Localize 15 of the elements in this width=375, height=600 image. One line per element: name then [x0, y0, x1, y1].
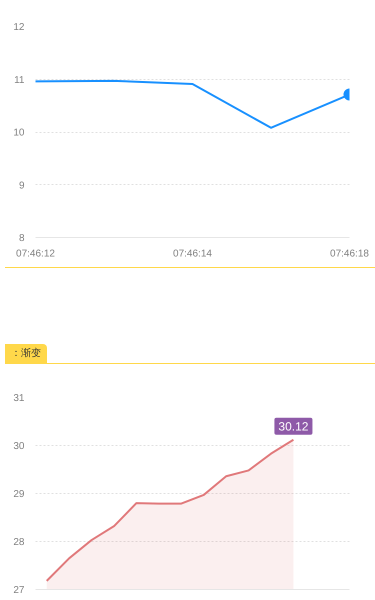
x-tick-label: 07:46:14: [173, 248, 212, 260]
data-label: 30.12: [278, 420, 309, 434]
y-tick-label: 31: [13, 393, 25, 404]
y-tick-label: 11: [14, 74, 25, 86]
x-tick-label: 07:46:18: [330, 248, 370, 260]
y-tick-label: 27: [13, 585, 25, 596]
x-tick-label: 07:46:12: [16, 248, 56, 260]
y-tick-label: 30: [13, 441, 25, 452]
y-tick-label: 29: [13, 489, 25, 500]
y-tick-label: 12: [13, 22, 25, 33]
chart-title: ：渐变: [5, 344, 47, 364]
y-tick-label: 9: [18, 180, 25, 192]
y-tick-label: 28: [13, 537, 25, 548]
y-tick-label: 10: [13, 128, 25, 138]
y-tick-label: 8: [18, 233, 25, 244]
